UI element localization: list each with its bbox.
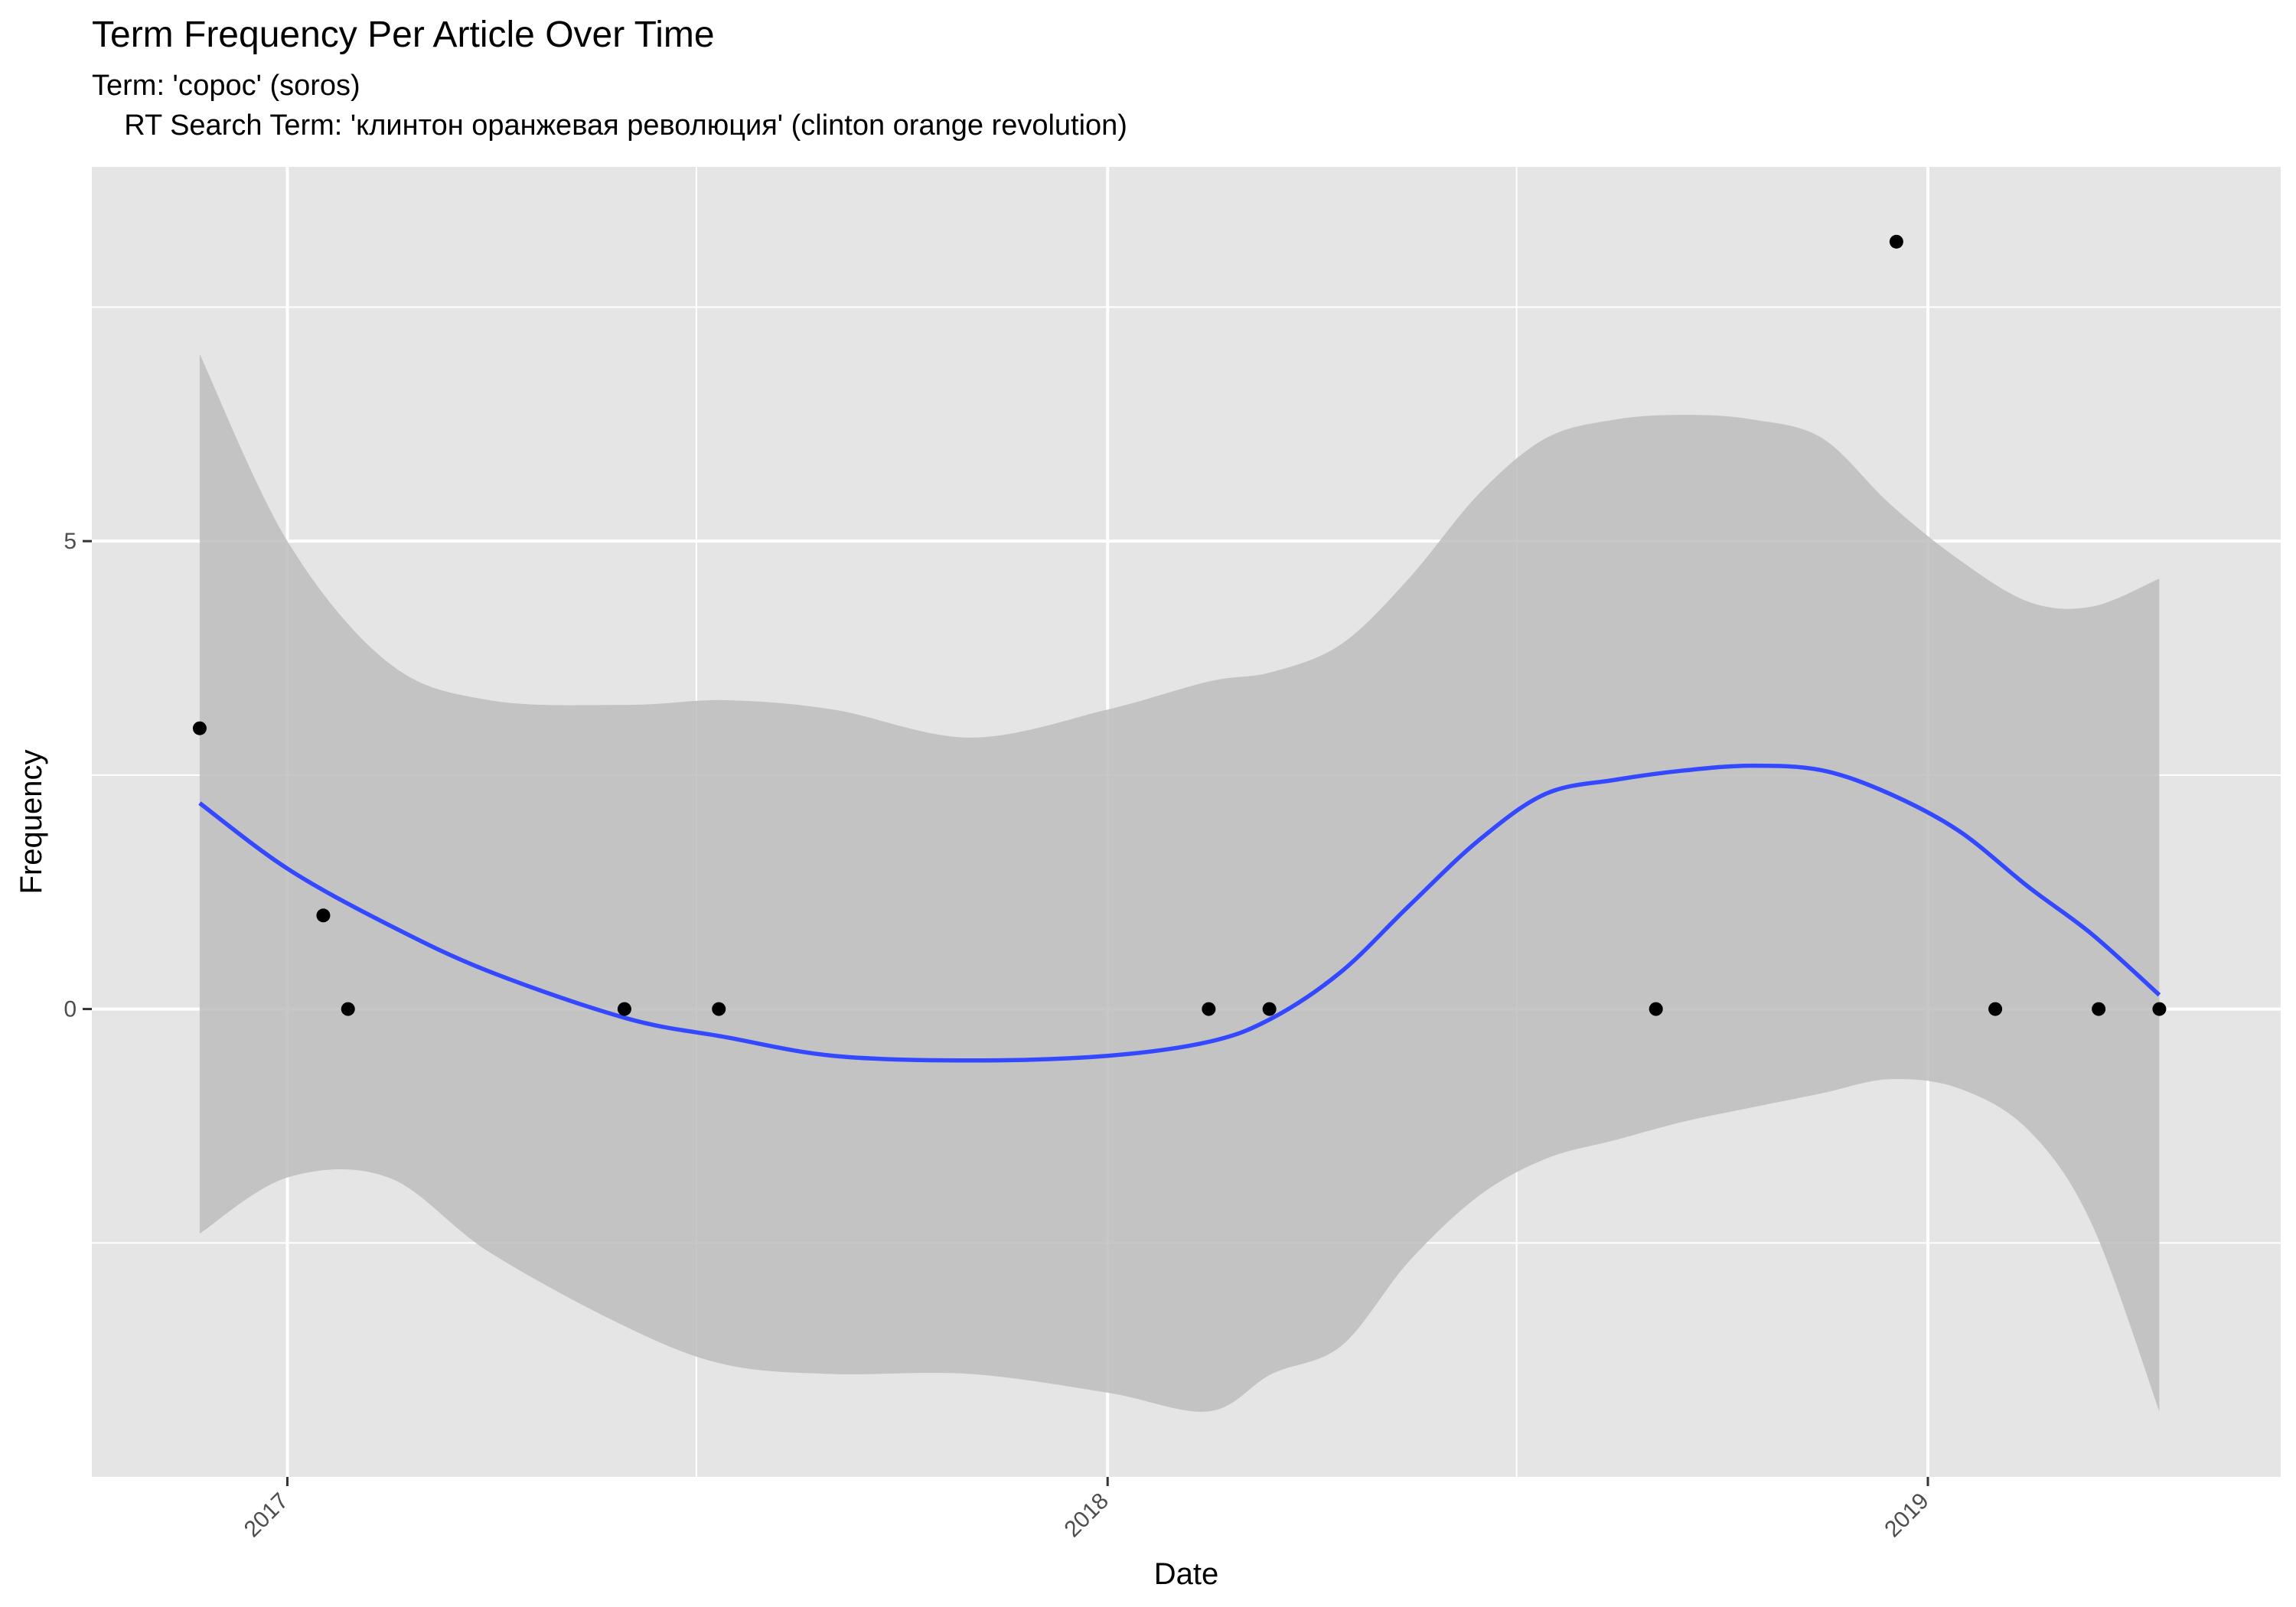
data-point-1 <box>316 908 331 923</box>
data-point-11 <box>2152 1002 2167 1016</box>
x-tick-label-2018: 2018 <box>1059 1488 1114 1543</box>
chart-subtitle: Term: 'сорос' (soros) RT Search Term: 'к… <box>92 66 1127 145</box>
data-point-8 <box>1889 234 1903 249</box>
data-point-5 <box>1202 1002 1216 1016</box>
x-axis: 2017 2018 2019 <box>240 1477 1934 1542</box>
data-point-4 <box>712 1002 726 1016</box>
data-point-7 <box>1649 1002 1663 1016</box>
x-axis-title: Date <box>1154 1557 1219 1591</box>
x-tick-label-2019: 2019 <box>1880 1488 1934 1543</box>
data-point-3 <box>617 1002 631 1016</box>
data-point-9 <box>1988 1002 2003 1016</box>
x-tick-label-2017: 2017 <box>240 1488 294 1543</box>
data-point-2 <box>341 1002 355 1016</box>
data-point-10 <box>2092 1002 2106 1016</box>
subtitle-line-1: Term: 'сорос' (soros) <box>92 70 360 102</box>
y-tick-label-5: 5 <box>64 529 77 554</box>
subtitle-line-2: RT Search Term: 'клинтон оранжевая револ… <box>124 109 1127 142</box>
chart-title: Term Frequency Per Article Over Time <box>92 15 715 55</box>
confidence-ribbon <box>199 354 2160 1412</box>
y-axis: 05 <box>64 529 92 1022</box>
smooth-line <box>198 763 2161 1063</box>
data-point-6 <box>1262 1002 1277 1016</box>
y-axis-title: Frequency <box>15 750 48 895</box>
data-point-0 <box>192 721 207 735</box>
y-tick-label-0: 0 <box>64 997 77 1022</box>
data-points <box>192 234 2167 1016</box>
